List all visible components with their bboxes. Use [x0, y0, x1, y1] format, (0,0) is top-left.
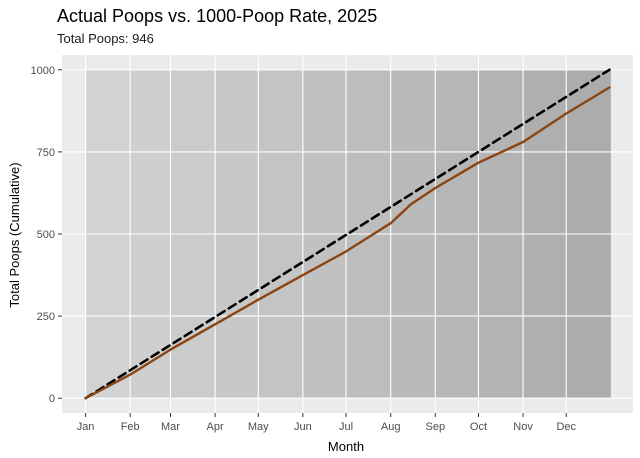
y-tick-label: 250 [37, 311, 55, 323]
x-tick-label: Dec [556, 421, 576, 433]
x-tick-label: Oct [470, 421, 487, 433]
x-tick-label: Jan [77, 421, 95, 433]
y-tick-label: 1000 [31, 65, 55, 77]
major-gridlines [62, 55, 633, 413]
x-tick-label: Jul [339, 421, 353, 433]
actual-cumulative-line [84, 86, 611, 400]
reference-rate-line [84, 68, 611, 400]
y-axis: 0 250 500 750 1000 [31, 65, 62, 405]
x-tick-label: Nov [513, 421, 533, 433]
x-tick-label: Sep [425, 421, 445, 433]
x-tick-label: Mar [161, 421, 180, 433]
y-tick-label: 500 [37, 229, 55, 241]
x-axis-title: Month [328, 439, 364, 454]
chart-subtitle: Total Poops: 946 [57, 31, 154, 46]
x-tick-label: Jun [294, 421, 312, 433]
y-tick-label: 750 [37, 147, 55, 159]
x-tick-label: Apr [207, 421, 224, 433]
x-tick-label: Aug [381, 421, 401, 433]
chart-title: Actual Poops vs. 1000-Poop Rate, 2025 [57, 6, 378, 26]
x-tick-label: Feb [121, 421, 140, 433]
series-layer [84, 68, 611, 400]
x-axis: Jan Feb Mar Apr May Jun Jul Aug Sep Oct Nov Dec [77, 413, 577, 433]
y-axis-title: Total Poops (Cumulative) [7, 162, 22, 307]
x-tick-label: May [248, 421, 269, 433]
y-tick-label: 0 [49, 393, 55, 405]
